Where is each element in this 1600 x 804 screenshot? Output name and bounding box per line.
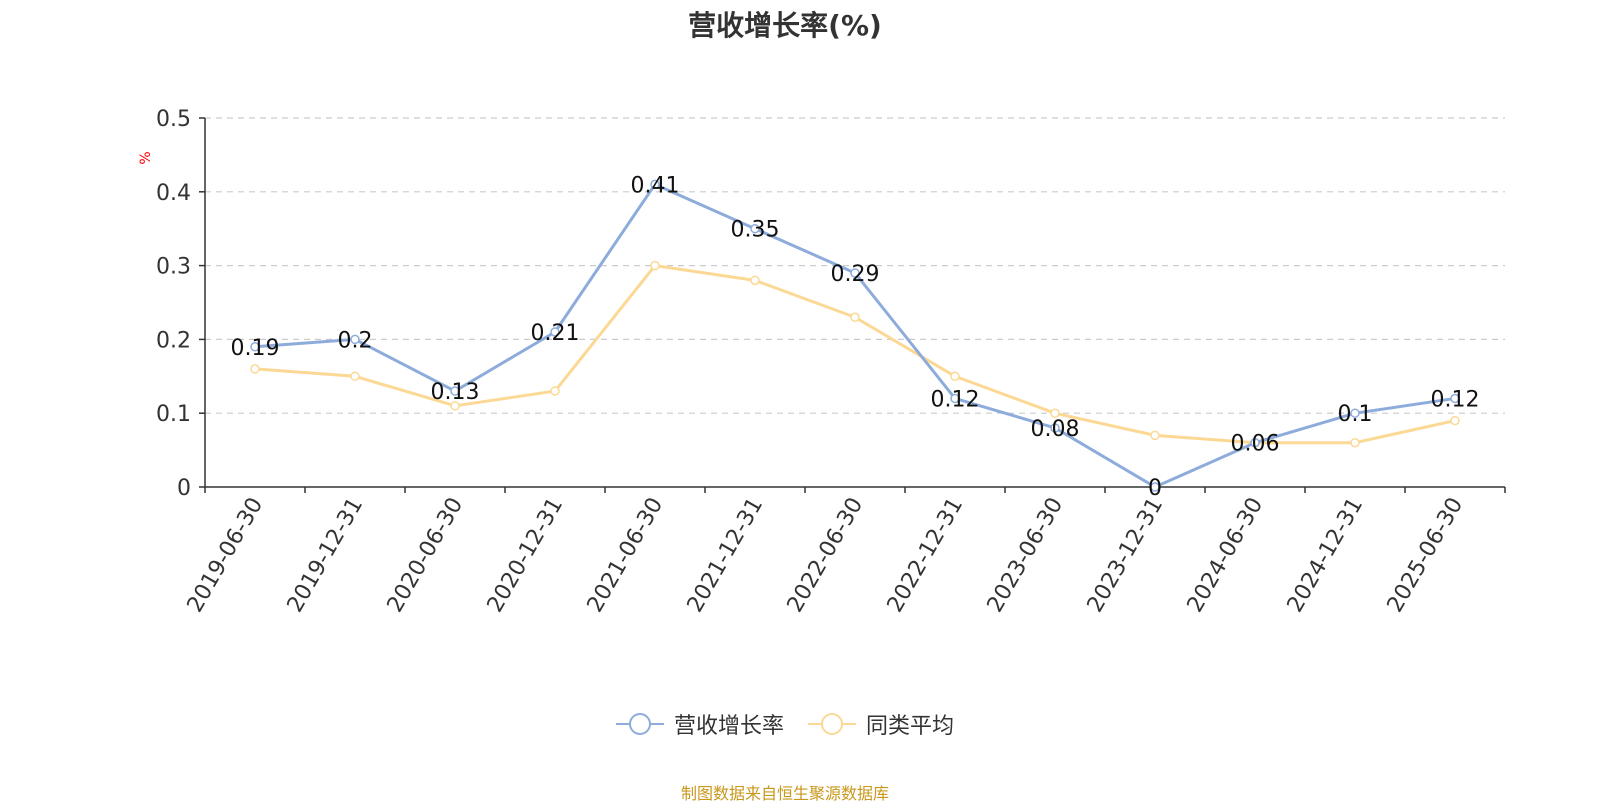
data-point[interactable] — [1050, 423, 1060, 433]
axes: 00.10.20.30.40.5%2019-06-30 2019-12-31 202… — [138, 107, 1506, 617]
x-tick-label: 2024-12-31 — [1283, 494, 1369, 617]
legend-item-revenue-growth[interactable]: 营收增长率 — [615, 708, 784, 740]
data-point[interactable] — [750, 223, 760, 234]
series-lines — [250, 179, 1460, 492]
data-point[interactable] — [1350, 437, 1360, 448]
y-tick-label: 0.4 — [156, 181, 191, 206]
data-point[interactable] — [650, 179, 660, 190]
data-label: 0.2 — [338, 328, 373, 353]
data-point[interactable] — [1450, 393, 1460, 404]
y-tick-label: 0.1 — [156, 402, 191, 427]
data-label: 0.19 — [231, 336, 280, 361]
data-point[interactable] — [350, 371, 360, 382]
data-point[interactable] — [1150, 482, 1160, 492]
y-tick-label: 0.2 — [156, 328, 191, 353]
x-tick-label: 2019-12-31 — [283, 494, 369, 617]
data-label: 0.13 — [431, 380, 480, 405]
data-point[interactable] — [850, 268, 860, 278]
legend-marker-revenue-growth-icon — [615, 713, 664, 735]
data-point[interactable] — [750, 275, 760, 286]
data-label: 0.35 — [731, 218, 780, 243]
x-tick-label: 2020-06-30 — [383, 494, 469, 617]
data-label: 0 — [1148, 476, 1162, 501]
x-tick-label: 2023-12-31 — [1083, 494, 1169, 617]
legend-label-peer-average: 同类平均 — [866, 714, 955, 739]
data-point[interactable] — [250, 342, 260, 352]
data-label: 0.08 — [1031, 417, 1080, 442]
series-line-1 — [254, 264, 1456, 445]
legend-label-revenue-growth: 营收增长率 — [673, 714, 784, 739]
y-tick-label: 0 — [177, 476, 191, 501]
data-point[interactable] — [650, 260, 660, 271]
data-point[interactable] — [1250, 437, 1260, 448]
x-tick-label: 2019-06-30 — [183, 494, 269, 617]
chart-title: 营收增长率(%) — [688, 9, 882, 42]
data-point[interactable] — [550, 327, 560, 337]
x-tick-label: 2020-12-31 — [483, 494, 569, 617]
data-point[interactable] — [1350, 408, 1360, 418]
data-point[interactable] — [1050, 408, 1060, 418]
data-label: 0.12 — [1431, 387, 1480, 412]
data-labels: 0.19 0.2 0.13 0.21 0.41 0.35 0.29 0.12 0.08 0 0.06… — [231, 173, 1480, 501]
x-tick-label: 2023-06-30 — [983, 494, 1069, 617]
y-tick-label: 0.3 — [156, 255, 191, 280]
y-tick-label: 0.5 — [156, 107, 191, 132]
legend: 营收增长率 同类平均 — [0, 708, 1570, 740]
legend-marker-peer-average-icon — [808, 713, 856, 735]
x-tick-label: 2022-06-30 — [783, 494, 869, 617]
data-label: 0.12 — [931, 387, 980, 412]
data-label: 0.06 — [1231, 432, 1280, 457]
data-label: 0.29 — [831, 262, 880, 287]
gridlines — [205, 117, 1505, 414]
data-point[interactable] — [450, 386, 460, 396]
data-point[interactable] — [850, 312, 860, 323]
x-tick-label: 2021-12-31 — [683, 494, 769, 617]
x-tick-label: 2025-06-30 — [1383, 494, 1469, 617]
data-point[interactable] — [950, 371, 960, 382]
data-point[interactable] — [1150, 430, 1160, 441]
source-note: 制图数据来自恒生聚源数据库 — [680, 784, 889, 803]
x-tick-label: 2021-06-30 — [583, 494, 669, 617]
data-label: 0.41 — [631, 173, 680, 198]
data-point[interactable] — [1450, 415, 1460, 426]
y-axis-label: % — [138, 151, 154, 164]
data-point[interactable] — [550, 386, 560, 396]
data-point[interactable] — [950, 393, 960, 404]
x-tick-label: 2022-12-31 — [883, 494, 969, 617]
data-point[interactable] — [450, 401, 460, 411]
data-label: 0.1 — [1338, 402, 1373, 427]
x-tick-label: 2024-06-30 — [1183, 494, 1269, 617]
data-point[interactable] — [250, 364, 260, 374]
data-label: 0.21 — [531, 321, 580, 346]
data-point[interactable] — [350, 334, 360, 345]
legend-item-peer-average[interactable]: 同类平均 — [808, 708, 954, 740]
